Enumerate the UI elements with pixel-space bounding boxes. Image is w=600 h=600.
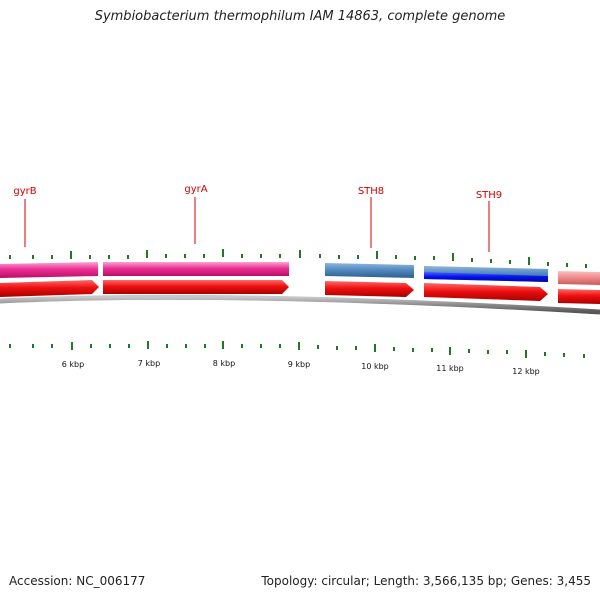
kbp-label-8: 8 kbp [213,359,235,368]
accession-label: Accession: NC_006177 [9,574,146,588]
gene-label-leaders [24,197,490,252]
upper-tick-row [9,249,587,268]
genome-backbone [0,294,600,315]
kbp-label-7: 7 kbp [138,359,160,368]
cds-arrow-next[interactable] [558,289,600,304]
kbp-label-10: 10 kbp [361,362,389,371]
gene-label-sth8: STH8 [358,186,384,197]
kbp-label-row: 6 kbp 7 kbp 8 kbp 9 kbp 10 kbp 11 kbp 12… [62,359,540,376]
gene-label-gyrb: gyrB [13,186,36,197]
topology-label: Topology: circular; Length: 3,566,135 bp… [261,574,591,588]
kbp-label-6: 6 kbp [62,360,84,369]
gene-feature-row [0,262,600,285]
lower-tick-row [9,341,585,358]
cds-arrow-row [0,280,600,304]
cds-arrow-sth9[interactable] [424,283,548,301]
gene-next-feature[interactable] [558,271,600,285]
kbp-label-9: 9 kbp [288,360,310,369]
gene-label-sth9: STH9 [476,190,502,201]
cds-arrow-gyrb[interactable] [0,280,99,297]
gene-gyrb-feature[interactable] [0,262,98,278]
map-title: Symbiobacterium thermophilum IAM 14863, … [94,9,506,24]
kbp-label-11: 11 kbp [436,364,464,373]
kbp-label-12: 12 kbp [512,367,540,376]
cds-arrow-gyra[interactable] [103,280,289,294]
gene-gyra-feature[interactable] [103,262,289,276]
cds-arrow-sth8[interactable] [325,281,414,297]
gene-label-gyra: gyrA [184,184,207,195]
gene-sth9-strand-band [424,272,548,282]
gene-sth8-feature[interactable] [325,263,414,278]
